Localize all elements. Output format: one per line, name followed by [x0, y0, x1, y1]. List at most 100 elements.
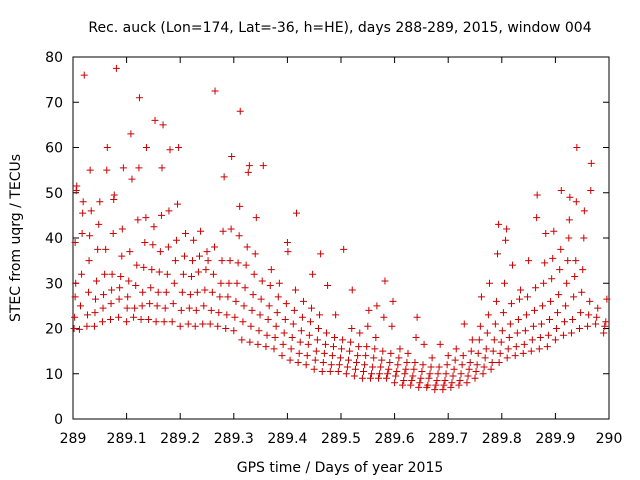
data-point [152, 318, 160, 326]
data-point [274, 293, 282, 301]
data-point [245, 162, 253, 170]
data-point [157, 211, 165, 219]
data-point [463, 379, 471, 387]
data-point [511, 352, 519, 360]
data-point [426, 370, 434, 378]
data-point [79, 198, 87, 206]
data-point [184, 320, 192, 328]
data-point [124, 293, 132, 301]
data-point [396, 345, 404, 353]
data-point [402, 365, 410, 373]
data-point [339, 336, 347, 344]
data-point [85, 288, 93, 296]
data-point [350, 372, 358, 380]
data-point [449, 372, 457, 380]
data-point [302, 361, 310, 369]
data-point [369, 363, 377, 371]
data-point [487, 365, 495, 373]
y-tick-label: 60 [45, 141, 63, 157]
data-point [273, 309, 281, 317]
x-tick-label: 289.8 [482, 431, 522, 447]
data-point [488, 358, 496, 366]
data-point [159, 121, 167, 129]
data-point [137, 315, 145, 323]
x-axis-label: GPS time / Days of year 2015 [237, 460, 444, 476]
data-point [284, 248, 292, 256]
data-point [195, 252, 203, 260]
data-point [101, 270, 109, 278]
data-point [199, 320, 207, 328]
data-point [314, 325, 322, 332]
data-point [154, 288, 162, 296]
data-point [519, 349, 527, 357]
data-point [565, 216, 573, 224]
data-point [386, 358, 394, 366]
data-point [305, 331, 313, 339]
data-point [231, 313, 239, 321]
data-point [155, 268, 163, 276]
data-point [216, 293, 224, 301]
data-point [117, 272, 125, 280]
data-point [332, 311, 340, 319]
data-point [515, 295, 523, 303]
data-point [115, 313, 123, 321]
data-point [561, 318, 569, 326]
data-point [265, 302, 273, 310]
data-point [489, 347, 497, 355]
data-point [452, 345, 460, 353]
data-point [163, 270, 171, 278]
data-point [243, 243, 251, 251]
data-point [193, 288, 201, 296]
data-point [427, 363, 435, 371]
data-point [202, 266, 210, 274]
data-point [170, 279, 178, 287]
data-point [294, 358, 302, 366]
data-point [71, 293, 79, 301]
data-point [296, 338, 304, 346]
data-point [336, 354, 344, 362]
data-point [77, 302, 85, 310]
data-point [387, 349, 395, 357]
data-point [175, 144, 183, 151]
data-point [535, 345, 543, 353]
data-point [204, 257, 212, 265]
data-point [222, 325, 230, 332]
data-point [522, 311, 530, 319]
data-point [411, 358, 419, 366]
data-point [162, 288, 170, 296]
data-point [246, 338, 254, 346]
data-point [329, 343, 337, 351]
x-tick-label: 289.3 [214, 431, 254, 447]
data-point [185, 304, 193, 312]
data-point [410, 365, 418, 373]
data-point [304, 340, 312, 348]
data-point [579, 266, 587, 274]
data-point [348, 286, 356, 294]
data-point [541, 259, 549, 267]
data-point [600, 329, 608, 337]
data-point [517, 286, 525, 294]
data-point [266, 282, 274, 290]
data-point [240, 302, 248, 310]
data-point [498, 327, 506, 335]
data-point [371, 345, 379, 353]
data-point [348, 325, 356, 332]
data-point [174, 200, 182, 208]
data-point [552, 325, 560, 332]
data-point [142, 214, 150, 222]
data-point [247, 322, 255, 330]
data-point [468, 336, 476, 344]
data-point [466, 358, 474, 366]
data-point [559, 331, 567, 339]
data-point [107, 300, 115, 308]
data-point [572, 198, 580, 206]
data-point [375, 374, 383, 382]
data-point [171, 257, 179, 265]
data-point [431, 386, 439, 394]
data-point [108, 286, 116, 294]
data-point [476, 322, 484, 330]
data-point [127, 130, 135, 138]
data-point [309, 270, 317, 278]
data-point [321, 340, 329, 348]
data-point [133, 261, 141, 269]
